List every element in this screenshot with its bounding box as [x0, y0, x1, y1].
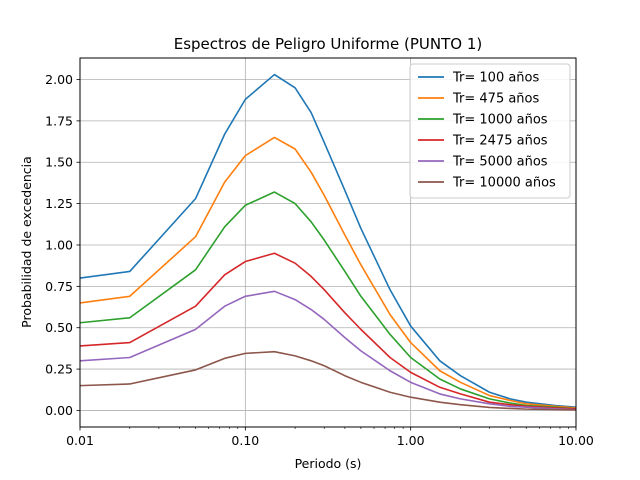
- x-axis-title: Periodo (s): [295, 456, 362, 471]
- x-tick-label: 0.01: [66, 433, 94, 448]
- series-line-3: [79, 252, 577, 410]
- y-tick-label: 0.25: [45, 362, 73, 377]
- chart-title: Espectros de Peligro Uniforme (PUNTO 1): [174, 35, 483, 53]
- y-axis-title: Probabilidad de excedencia: [19, 156, 34, 328]
- x-tick-label: 0.10: [231, 433, 259, 448]
- x-tick-label: 10.00: [558, 433, 594, 448]
- plot-frame: [79, 57, 577, 428]
- y-axis: 0.00 0.25 0.50 0.75 1.00 1.25 1.50 1.75 2.00: [45, 72, 80, 418]
- legend-label-4: Tr= 5000 años: [452, 155, 548, 170]
- y-tick-label: 0.75: [45, 279, 73, 294]
- legend-label-0: Tr= 100 años: [452, 71, 540, 86]
- x-tick-label: 1.00: [397, 433, 425, 448]
- legend-label-1: Tr= 475 años: [452, 92, 540, 107]
- x-axis: 0.01 0.10 1.00 10.00: [66, 427, 594, 448]
- series-line-1: [79, 136, 577, 409]
- series-line-4: [79, 290, 577, 411]
- series-line-2: [79, 191, 577, 410]
- legend-label-3: Tr= 2475 años: [452, 134, 548, 149]
- legend-label-5: Tr= 10000 años: [452, 176, 556, 191]
- series-line-0: [79, 73, 577, 408]
- legend: Tr= 100 años Tr= 475 años Tr= 1000 años Tr=…: [409, 63, 571, 199]
- y-tick-label: 2.00: [45, 72, 73, 87]
- series-lines: [79, 73, 577, 411]
- y-tick-label: 1.75: [45, 113, 73, 128]
- y-tick-label: 0.50: [45, 320, 73, 335]
- series-line-5: [79, 350, 577, 411]
- y-tick-label: 1.50: [45, 155, 73, 170]
- y-tick-label: 1.00: [45, 237, 73, 252]
- legend-box: [409, 63, 571, 199]
- y-tick-label: 0.00: [45, 403, 73, 418]
- legend-label-2: Tr= 1000 años: [452, 113, 548, 128]
- y-tick-label: 1.25: [45, 196, 73, 211]
